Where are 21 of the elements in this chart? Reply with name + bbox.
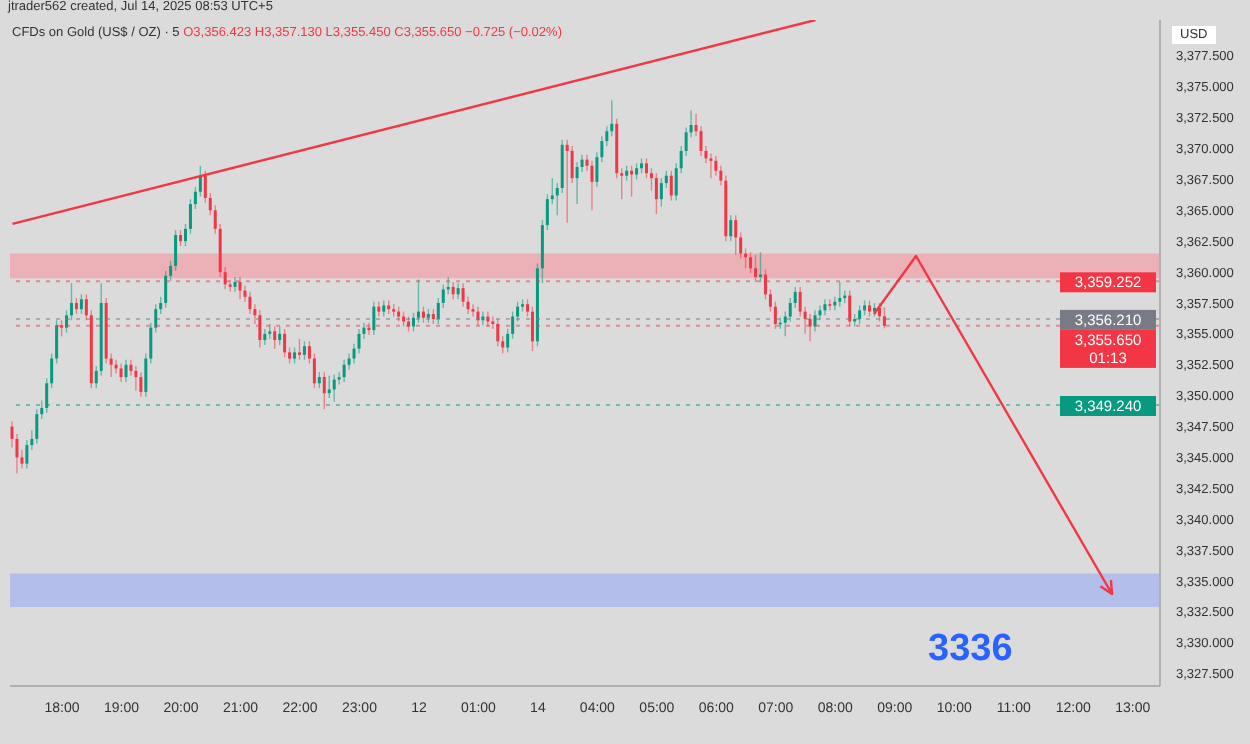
- candlestick: [228, 278, 232, 293]
- candlestick: [183, 223, 187, 247]
- candlestick: [471, 303, 475, 318]
- candlestick: [263, 328, 267, 346]
- candlestick: [243, 284, 247, 303]
- annotation: 3336: [928, 628, 1013, 672]
- candlestick: [526, 298, 530, 318]
- candlestick: [828, 298, 832, 312]
- candlestick: [412, 312, 416, 333]
- candlestick: [644, 157, 648, 179]
- candlestick: [456, 282, 460, 300]
- candlestick: [362, 322, 366, 340]
- candlestick: [233, 276, 237, 293]
- candlestick: [585, 153, 589, 172]
- candlestick: [129, 359, 133, 377]
- candlestick: [823, 298, 827, 317]
- candlestick: [377, 301, 381, 318]
- candlestick: [69, 282, 73, 321]
- candlestick: [491, 315, 495, 330]
- candlestick: [347, 352, 351, 371]
- candlestick: [337, 371, 341, 386]
